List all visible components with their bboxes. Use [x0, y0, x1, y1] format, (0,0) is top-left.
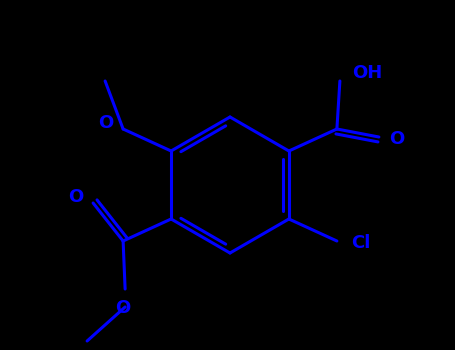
Text: OH: OH: [352, 64, 382, 82]
Text: O: O: [116, 299, 131, 317]
Text: O: O: [68, 188, 83, 206]
Text: O: O: [389, 130, 404, 148]
Text: O: O: [98, 114, 113, 132]
Text: Cl: Cl: [351, 234, 370, 252]
